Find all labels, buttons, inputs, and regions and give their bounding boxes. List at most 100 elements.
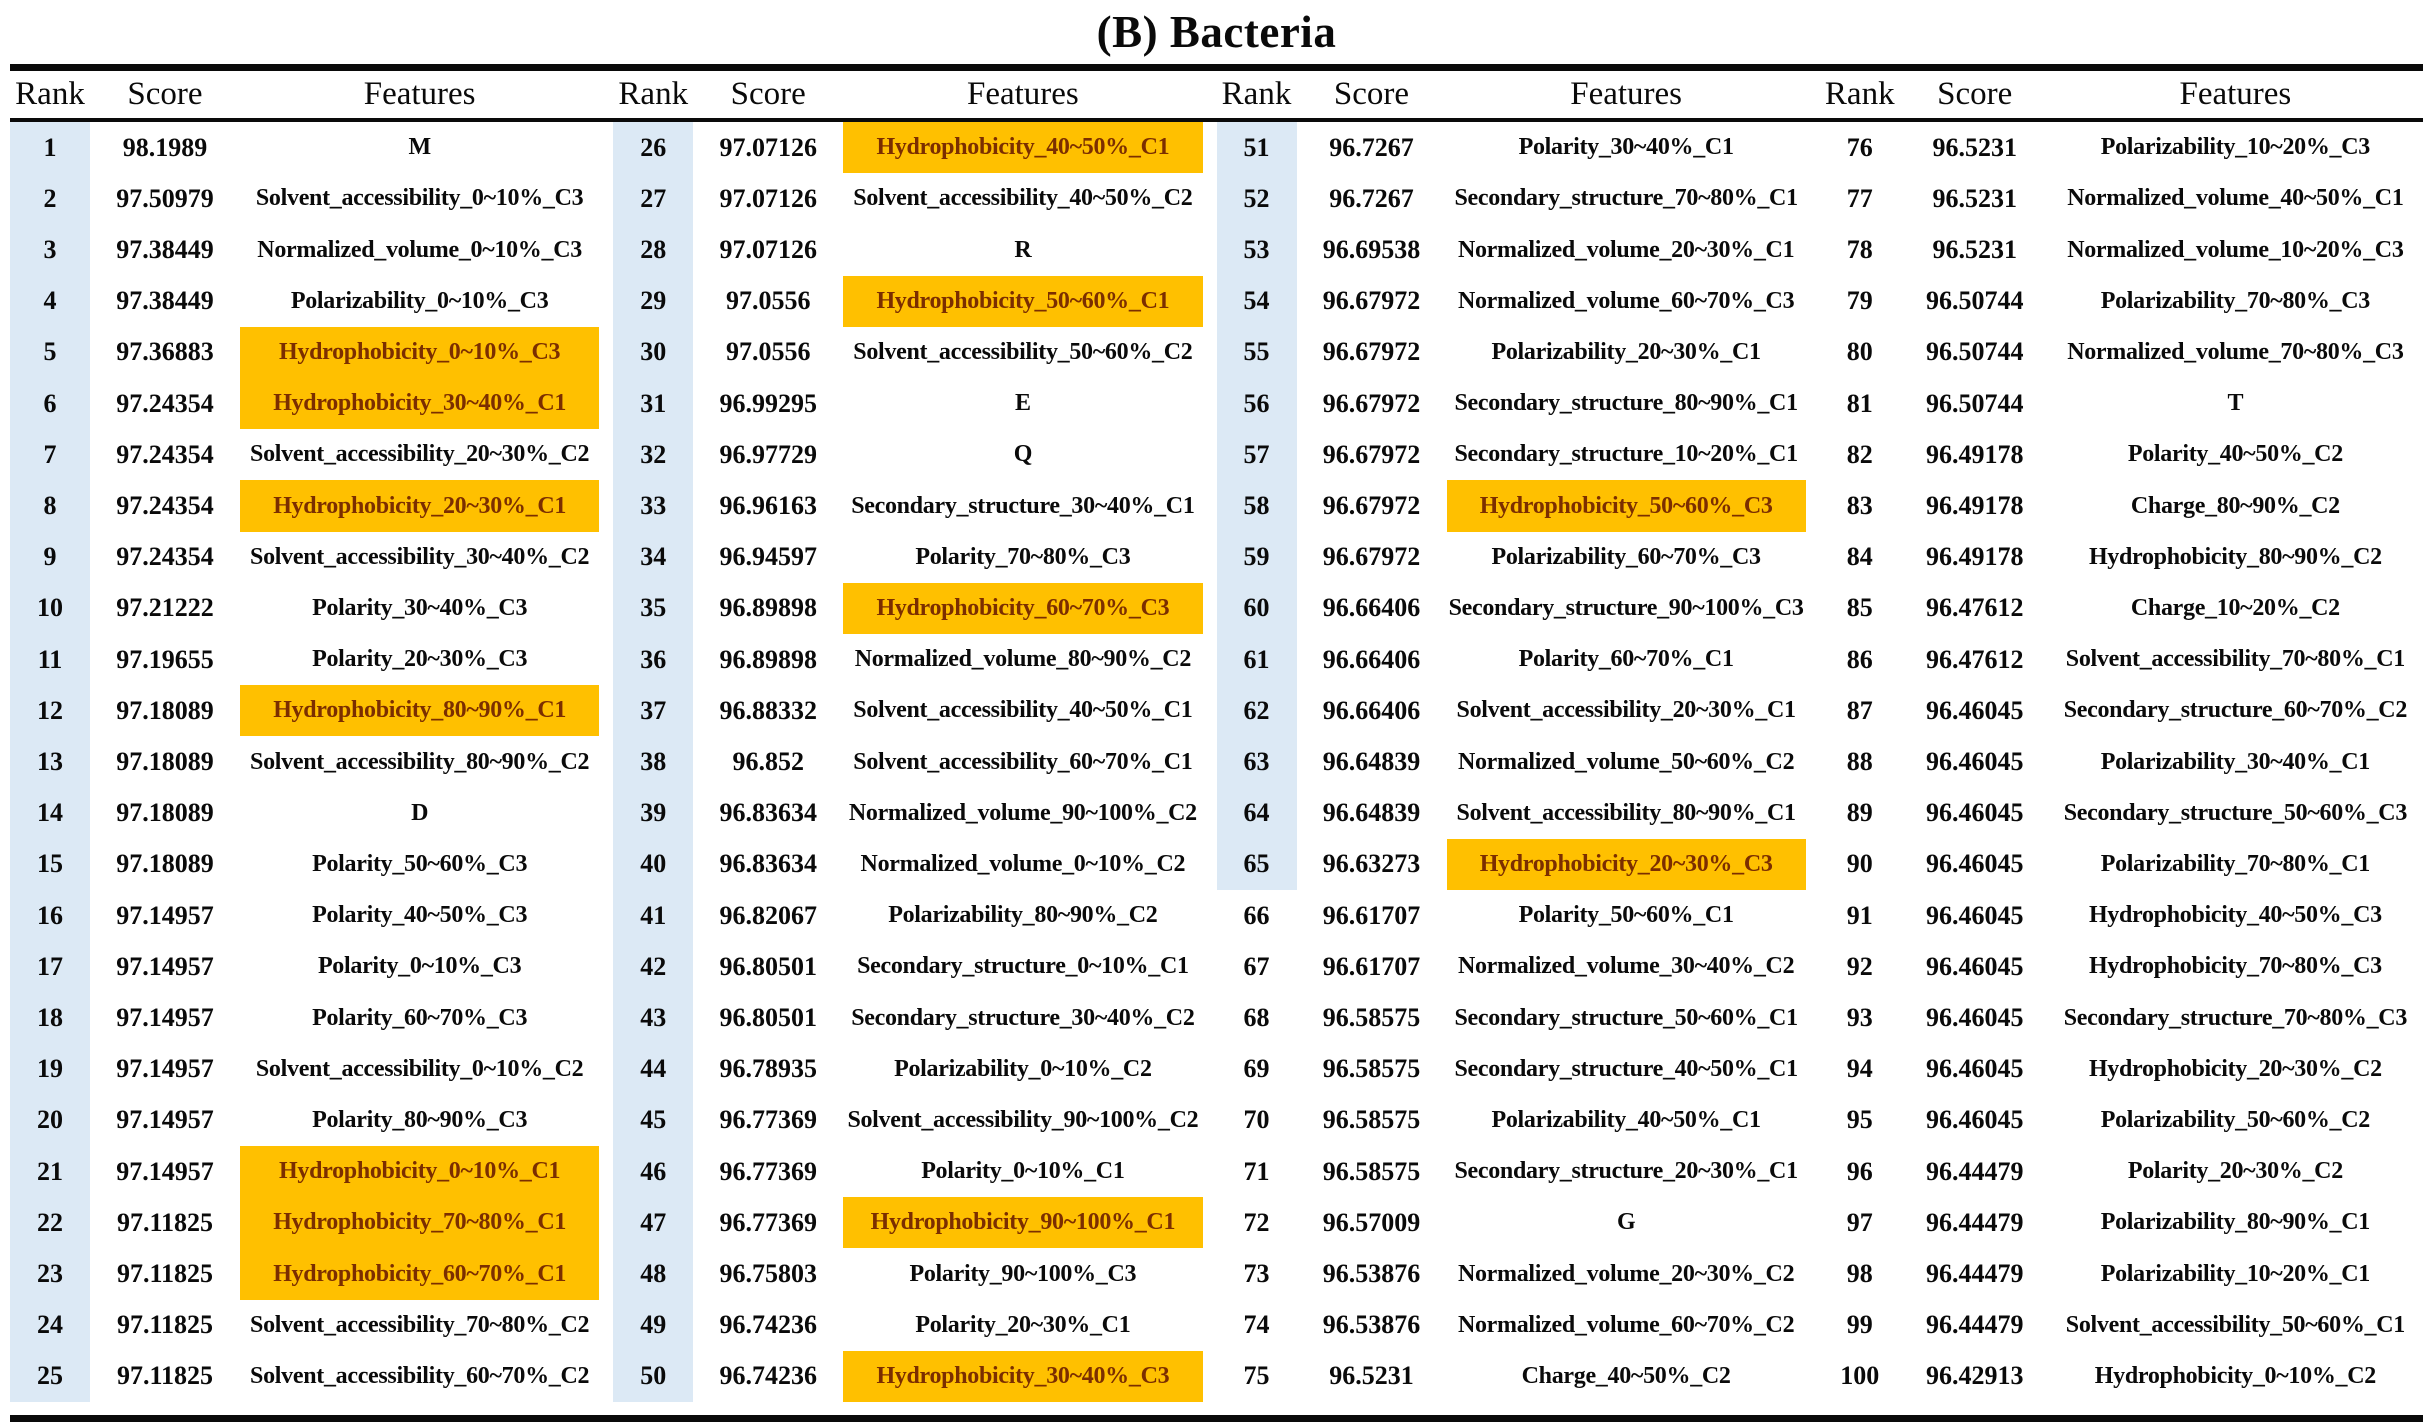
score-value: 96.77369 [719,1156,818,1186]
score-value: 96.74236 [719,1310,818,1340]
rank-value: 42 [613,941,694,993]
score-value: 96.49178 [1926,491,2024,521]
table-row: 37 96.88332 Solvent_accessibility_40~50%_C… [613,685,1202,737]
feature-value: Q [1013,441,1033,468]
table-row: 66 96.61707 Polarity_50~60%_C1 [1217,890,1806,941]
rank-value: 84 [1846,542,1873,572]
feature-value: Hydrophobicity_50~60%_C3 [1446,480,1806,532]
score-value: 97.14957 [116,951,214,981]
feature-value: Polarity_90~100%_C3 [909,1260,1137,1287]
score-value: 96.46045 [1926,747,2024,777]
rank-value: 50 [613,1350,694,1403]
table-row: 45 96.77369 Solvent_accessibility_90~100%_… [613,1094,1202,1147]
feature-value: Secondary_structure_50~60%_C3 [2063,799,2408,826]
table-group-2: 26 97.07126 Hydrophobicity_40~50%_C1 27 97.0… [613,122,1216,1403]
feature-value: Polarizability_20~30%_C1 [1491,338,1761,365]
feature-value: Hydrophobicity_60~70%_C3 [843,582,1203,635]
rank-value: 97 [1846,1207,1873,1237]
feature-value: Polarity_0~10%_C1 [921,1158,1125,1185]
feature-value: Normalized_volume_80~90%_C2 [854,646,1192,673]
table-row: 98 96.44479 Polarizability_10~20%_C1 [1820,1248,2421,1299]
rank-value: 34 [613,531,694,583]
table-row: 51 96.7267 Polarity_30~40%_C1 [1216,122,1806,174]
score-value: 96.5231 [1932,183,2018,213]
score-value: 98.1989 [122,132,208,162]
feature-value: Polarizability_80~90%_C2 [888,902,1158,929]
table-row: 10 97.21222 Polarity_30~40%_C3 [10,582,599,635]
feature-value: Hydrophobicity_50~60%_C1 [843,275,1203,327]
score-value: 96.49178 [1926,439,2024,469]
rank-value: 6 [10,378,90,430]
score-value: 96.46045 [1926,798,2024,828]
table-header-row: Rank Score Features Rank Score Features … [10,71,2423,122]
table-row: 15 97.18089 Polarity_50~60%_C3 [10,838,599,891]
table-row: 100 96.42913 Hydrophobicity_0~10%_C2 [1820,1351,2421,1402]
rank-value: 26 [613,122,694,174]
feature-value: Hydrophobicity_40~50%_C1 [843,122,1203,174]
score-value: 97.24354 [116,491,214,521]
table-row: 46 96.77369 Polarity_0~10%_C1 [613,1146,1202,1198]
column-header-score: Score [1333,76,1410,112]
score-value: 96.49178 [1926,542,2024,572]
score-value: 96.69538 [1322,235,1421,264]
rank-value: 43 [613,992,694,1044]
rank-value: 95 [1846,1105,1873,1135]
score-value: 97.18089 [116,695,214,725]
feature-value: R [1014,236,1032,263]
feature-value: Normalized_volume_70~80%_C3 [2067,338,2404,365]
score-value: 97.19655 [116,644,214,674]
table-row: 91 96.46045 Hydrophobicity_40~50%_C3 [1820,890,2421,941]
rank-value: 45 [613,1094,694,1147]
table-row: 49 96.74236 Polarity_20~30%_C1 [613,1299,1202,1351]
table-row: 32 96.97729 Q [613,429,1202,481]
score-value: 96.7267 [1329,132,1414,162]
table-row: 70 96.58575 Polarizability_40~50%_C1 [1217,1095,1806,1146]
table-row: 77 96.5231 Normalized_volume_40~50%_C1 [1820,173,2421,224]
table-row: 28 97.07126 R [613,224,1202,276]
table-row: 26 97.07126 Hydrophobicity_40~50%_C1 [613,122,1203,174]
feature-value: Polarizability_50~60%_C2 [2100,1106,2371,1133]
feature-value: Hydrophobicity_20~30%_C2 [2088,1055,2382,1082]
score-value: 96.66406 [1322,593,1421,623]
rank-value: 48 [613,1248,694,1300]
rank-value: 41 [613,890,694,942]
column-header-features: Features [2179,76,2292,112]
feature-value: Secondary_structure_80~90%_C1 [1454,390,1798,417]
score-value: 96.66406 [1322,644,1421,674]
feature-value: Polarity_30~40%_C1 [1518,134,1734,161]
feature-value: Hydrophobicity_90~100%_C1 [843,1197,1203,1249]
score-value: 96.46045 [1926,900,2024,930]
score-value: 96.88332 [719,695,818,725]
rank-value: 69 [1243,1054,1270,1084]
table-row: 56 96.67972 Secondary_structure_80~90%_C1 [1216,378,1806,430]
table-row: 35 96.89898 Hydrophobicity_60~70%_C3 [613,582,1203,635]
score-value: 96.89898 [719,644,818,674]
table-row: 89 96.46045 Secondary_structure_50~60%_C3 [1820,788,2421,839]
rank-value: 2 [10,173,90,225]
feature-value: Polarizability_30~40%_C1 [2100,748,2371,775]
table-row: 58 96.67972 Hydrophobicity_50~60%_C3 [1216,480,1806,532]
score-value: 97.14957 [116,1054,214,1084]
score-value: 97.38449 [116,235,214,264]
column-header-score: Score [127,76,203,112]
rank-value: 82 [1846,439,1873,469]
rank-value: 62 [1216,685,1297,737]
table-row: 95 96.46045 Polarizability_50~60%_C2 [1820,1095,2421,1146]
table-row: 40 96.83634 Normalized_volume_0~10%_C2 [613,838,1202,891]
table-row: 1 98.1989 M [10,122,599,174]
feature-value: Hydrophobicity_40~50%_C3 [2088,902,2382,929]
feature-value: Hydrophobicity_30~40%_C3 [843,1350,1203,1403]
score-value: 97.24354 [116,542,214,572]
score-value: 96.83634 [719,798,818,828]
table-row: 71 96.58575 Secondary_structure_20~30%_C1 [1217,1146,1806,1197]
feature-value: Secondary_structure_50~60%_C1 [1454,1004,1798,1031]
table-row: 64 96.64839 Solvent_accessibility_80~90%_C… [1216,787,1806,839]
table-row: 60 96.66406 Secondary_structure_90~100%_C3 [1216,582,1806,635]
feature-value: T [2227,390,2244,417]
score-value: 97.07126 [719,235,818,264]
table-row: 92 96.46045 Hydrophobicity_70~80%_C3 [1820,941,2421,992]
rank-value: 33 [613,480,694,532]
rank-value: 51 [1216,122,1297,174]
feature-value: Normalized_volume_40~50%_C1 [2067,185,2404,212]
table-row: 75 96.5231 Charge_40~50%_C2 [1217,1351,1806,1402]
